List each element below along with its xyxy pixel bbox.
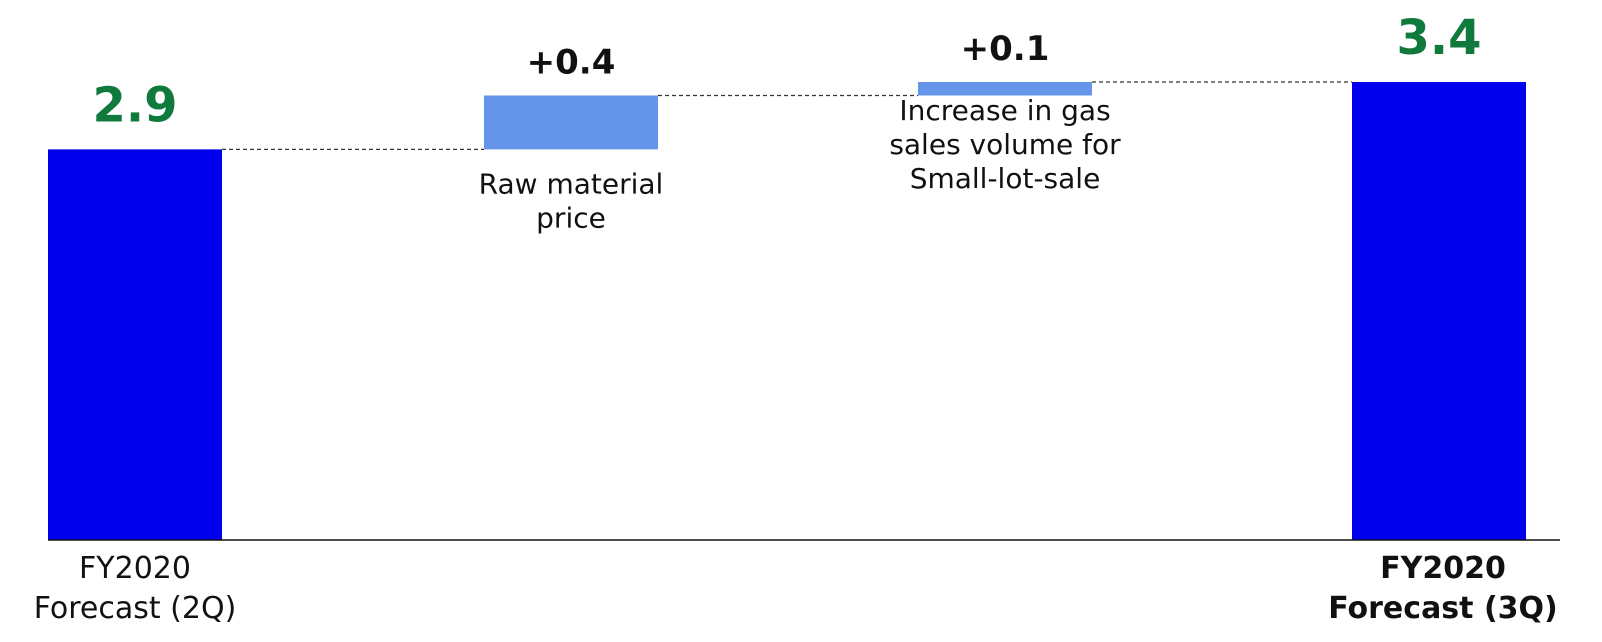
delta-bar-1 [484,95,658,150]
total-value-label-3: 3.4 [1396,10,1481,66]
connector-lines [222,81,1352,150]
description-label-2-line-2: Small-lot-sale [910,162,1101,195]
bar-group [48,82,1526,541]
category-label-0-line-0: FY2020 [79,551,191,586]
description-label-2-line-0: Increase in gas [899,94,1110,127]
category-label-3-line-1: Forecast (3Q) [1328,591,1558,626]
delta-value-label-2: +0.1 [961,29,1050,69]
delta-value-label-1: +0.4 [527,42,616,82]
label-group: 2.9 FY2020 Forecast (2Q) +0.4 Raw materialpr… [34,10,1558,626]
total-bar-3 [1352,82,1526,541]
description-label-1-line-1: price [536,201,606,234]
description-label-1-line-0: Raw material [479,167,664,200]
description-label-2-line-1: sales volume for [889,128,1121,161]
category-label-3-line-0: FY2020 [1380,551,1506,586]
total-bar-0 [48,149,222,540]
delta-bar-2 [918,82,1092,96]
category-label-0-line-1: Forecast (2Q) [34,591,237,626]
total-value-label-0: 2.9 [92,77,177,133]
